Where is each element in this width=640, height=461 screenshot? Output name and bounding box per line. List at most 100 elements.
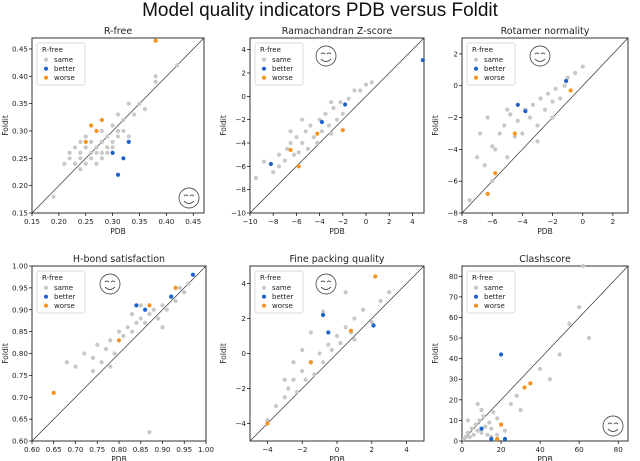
legend-marker-same: [261, 285, 267, 290]
y-tick-label: 50: [449, 334, 459, 343]
x-tick-label: 2: [611, 217, 616, 226]
data-point-same: [535, 139, 540, 144]
smiley-icon: [602, 415, 624, 437]
data-point-same: [261, 159, 267, 164]
x-tick-label: 0.15: [24, 217, 40, 226]
y-tick-label: −8: [447, 209, 458, 218]
data-point-better: [268, 161, 273, 167]
data-point-same: [164, 307, 169, 312]
legend-label-same: same: [272, 284, 291, 292]
data-point-same: [160, 303, 165, 308]
data-point-same: [288, 140, 293, 146]
y-tick-label: 4: [241, 279, 246, 288]
x-tick-label: −4: [262, 445, 273, 454]
y-tick-label: −2: [235, 115, 246, 124]
data-point-same: [294, 389, 300, 395]
legend-marker-same: [473, 285, 479, 290]
data-point-same: [467, 434, 472, 439]
data-point-same: [475, 401, 480, 407]
data-point-better: [110, 150, 115, 155]
data-point-same: [547, 377, 552, 382]
data-point-worse: [308, 360, 313, 365]
y-tick-label: 0.20: [12, 181, 28, 190]
data-point-same: [550, 99, 555, 104]
data-point-same: [326, 123, 331, 128]
data-point-same: [508, 112, 513, 117]
data-point-same: [300, 368, 305, 374]
data-point-same: [505, 155, 510, 160]
data-point-better: [523, 109, 528, 114]
legend-label-better: better: [272, 293, 294, 301]
legend-label-worse: worse: [54, 74, 75, 82]
data-point-same: [329, 100, 334, 105]
x-tick-label: 0.90: [154, 445, 170, 454]
data-point-same: [115, 112, 121, 117]
data-point-same: [95, 342, 100, 347]
data-point-same: [334, 333, 340, 339]
data-point-same: [508, 401, 513, 407]
data-point-same: [542, 107, 548, 112]
legend-marker-worse: [261, 303, 267, 308]
data-point-same: [483, 424, 488, 429]
legend-marker-same: [261, 57, 267, 62]
data-point-same: [129, 312, 135, 317]
data-point-same: [465, 418, 470, 423]
data-point-worse: [89, 123, 94, 128]
data-point-same: [557, 352, 562, 357]
data-point-same: [108, 338, 113, 343]
y-tick-label: 0: [241, 349, 246, 358]
legend-marker-better: [261, 66, 267, 71]
y-tick-label: 0.40: [12, 72, 28, 81]
data-point-same: [294, 135, 299, 140]
data-point-same: [369, 319, 374, 325]
data-point-same: [515, 118, 520, 123]
data-point-same: [320, 309, 326, 314]
data-point-same: [282, 377, 287, 382]
data-point-same: [326, 342, 331, 347]
data-point-worse: [173, 285, 178, 290]
x-tick-label: 0: [580, 217, 585, 226]
data-point-same: [110, 123, 115, 128]
identity-line: [461, 37, 629, 214]
y-axis-label: Foldit: [1, 343, 10, 364]
data-point-same: [99, 156, 104, 161]
data-point-worse: [116, 338, 122, 343]
x-tick-label: 0.30: [105, 217, 121, 226]
y-tick-label: 40: [449, 354, 459, 363]
data-point-same: [132, 112, 137, 117]
legend-frame: [36, 270, 86, 314]
data-point-same: [67, 156, 72, 161]
data-point-same: [89, 139, 94, 145]
data-point-better: [115, 172, 121, 177]
y-tick-label: 0.35: [12, 99, 28, 108]
data-point-worse: [493, 171, 498, 176]
data-point-same: [73, 364, 78, 369]
data-point-same: [72, 161, 78, 166]
data-point-same: [126, 101, 131, 106]
legend-label-same: same: [54, 284, 73, 292]
data-point-worse: [495, 436, 500, 442]
data-point-better: [502, 436, 508, 442]
data-point-same: [173, 298, 178, 304]
data-point-same: [137, 101, 142, 106]
data-point-same: [343, 290, 348, 295]
data-point-same: [300, 117, 305, 122]
y-tick-label: 4: [241, 45, 246, 54]
smiley-icon: [315, 273, 337, 295]
data-point-same: [308, 123, 313, 128]
data-point-same: [317, 351, 322, 356]
data-point-better: [479, 426, 484, 431]
data-point-same: [83, 134, 88, 139]
data-point-same: [495, 432, 500, 437]
x-tick-label: 1.00: [198, 445, 214, 454]
x-tick-label: 40: [536, 445, 546, 454]
legend-title: R-free: [472, 274, 493, 282]
x-tick-label: 20: [496, 445, 506, 454]
data-point-better: [134, 303, 139, 308]
legend-title: R-free: [260, 46, 281, 54]
legend-label-better: better: [484, 65, 506, 73]
y-tick-label: 2: [453, 49, 458, 58]
legend-marker-better: [43, 66, 49, 71]
data-point-worse: [522, 385, 527, 390]
data-point-same: [387, 290, 392, 295]
